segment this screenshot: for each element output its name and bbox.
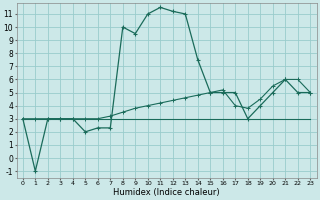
X-axis label: Humidex (Indice chaleur): Humidex (Indice chaleur) bbox=[113, 188, 220, 197]
